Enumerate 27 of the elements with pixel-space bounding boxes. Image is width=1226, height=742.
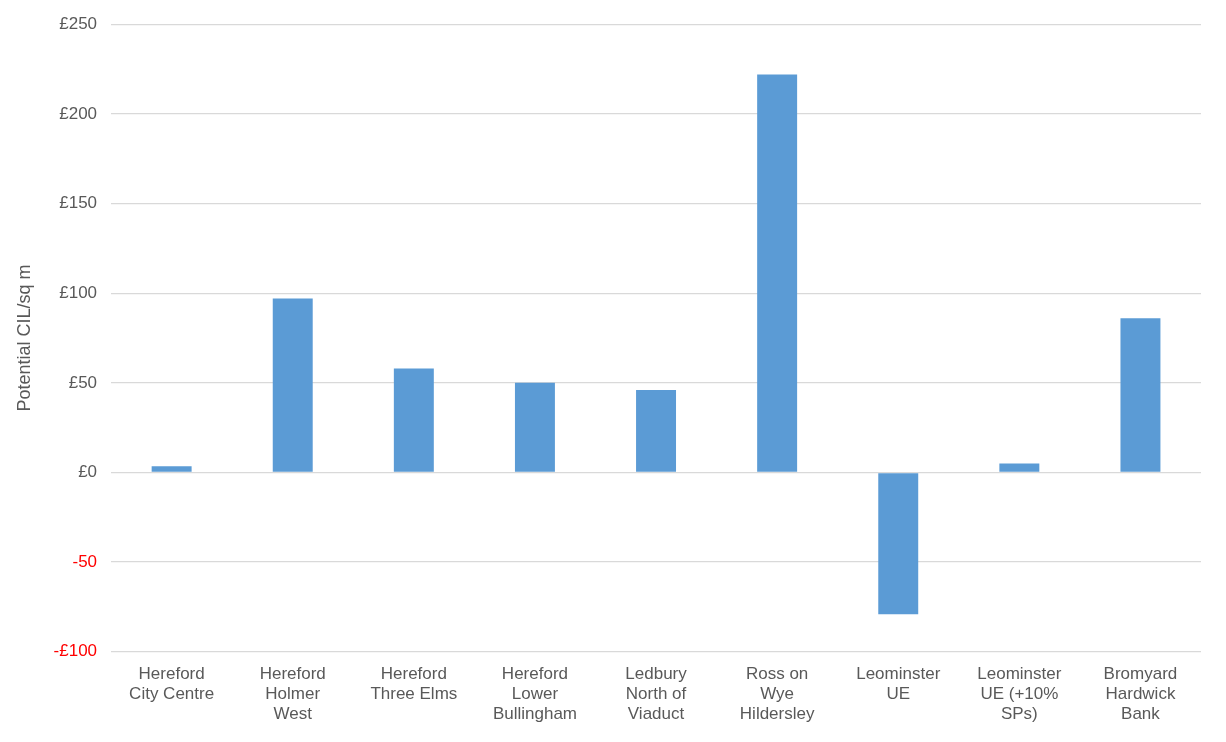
y-tick-label: £150 [59,193,98,213]
y-tick-label: £200 [59,103,98,123]
x-tick-label: Bromyard Hardwick Bank [1103,663,1178,724]
bar [393,368,434,472]
x-tick-label: Hereford Three Elms [370,663,458,704]
x-tick-label: Hereford Holmer West [259,663,326,724]
x-tick-label: Hereford Lower Bullingham [492,663,577,724]
y-tick-label: -£100 [53,641,98,661]
bar [878,473,919,615]
bar [151,466,192,472]
bar [514,382,555,472]
y-tick-label: £50 [68,372,98,392]
bar [272,298,313,472]
y-axis-title: Potential CIL/sq m [13,264,34,412]
x-tick-label: Leominster UE [856,663,941,704]
y-tick-label: -50 [72,551,98,571]
y-tick-label: £250 [59,13,98,33]
x-tick-label: Leominster UE (+10% SPs) [977,663,1062,724]
x-tick-label: Hereford City Centre [129,663,215,704]
x-tick-label: Ross on Wye Hildersley [739,663,815,724]
y-tick-label: £0 [78,462,98,482]
bar [636,390,677,472]
bar [757,74,798,472]
y-tick-label: £100 [59,282,98,302]
x-tick-label: Ledbury North of Viaduct [625,663,688,724]
bar [999,463,1040,472]
bar [1120,318,1161,472]
